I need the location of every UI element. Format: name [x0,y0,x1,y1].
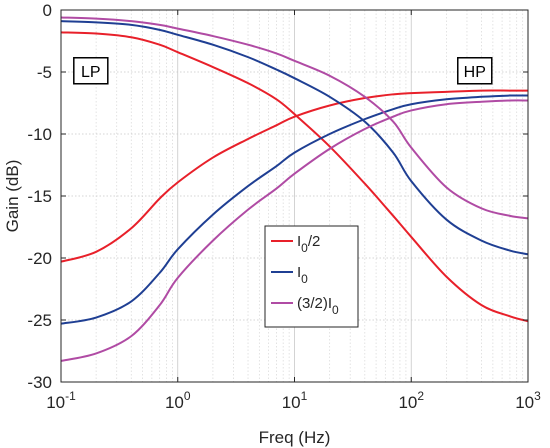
x-tick-base: 10 [282,393,301,412]
annotation-box [457,57,493,85]
x-tick-label: 101 [282,389,308,412]
y-tick-label: -15 [27,187,52,206]
grid [61,10,528,382]
series-line-lp [60,16,529,220]
x-axis-label: Freq (Hz) [259,428,331,447]
x-tick-label: 100 [165,389,191,412]
legend-label-main: I [297,233,301,250]
y-axis-label: Gain (dB) [3,160,22,233]
x-tick-label: 10-1 [46,389,76,412]
legend-label-subscript: 0 [301,241,308,255]
x-tick-base: 10 [46,393,65,412]
y-tick-label: -20 [27,249,52,268]
y-tick-label: -5 [37,63,52,82]
legend: I0/2I0(3/2)I0 [264,225,359,328]
x-tick-exponent: 2 [417,389,424,403]
y-tick-label: -30 [27,373,52,392]
legend-label: (3/2)I0 [297,295,339,317]
x-tick-base: 10 [515,393,534,412]
x-tick-exponent: 3 [534,389,541,403]
series-lines [60,16,529,362]
x-tick-base: 10 [165,393,184,412]
y-tick-label: -10 [27,125,52,144]
annotations: LP HP [73,57,493,85]
series-line-hp [60,94,529,325]
series-line-lp [60,20,529,256]
series-line-hp [60,89,528,263]
legend-label-main: I [297,264,301,281]
legend-label-subscript: 0 [332,303,339,317]
legend-label-main: (3/2)I [297,295,332,312]
legend-label: I0 [297,264,308,286]
x-tick-exponent: 0 [184,389,191,403]
legend-box [264,225,359,328]
annotation-label: LP [81,64,101,81]
x-tick-label: 102 [398,389,424,412]
annotation-label: HP [464,64,486,81]
legend-label-subscript: 0 [301,272,308,286]
series-line-lp [60,31,529,323]
legend-label-suffix: /2 [308,233,321,250]
x-tick-label: 103 [515,389,541,412]
x-tick-exponent: 1 [301,389,308,403]
legend-label: I0/2 [297,233,320,255]
series-line-hp [60,99,529,362]
y-tick-label: -25 [27,311,52,330]
y-tick-label: 0 [43,1,52,20]
x-tick-exponent: -1 [65,389,76,403]
x-tick-base: 10 [398,393,417,412]
annotation-box [73,57,109,85]
